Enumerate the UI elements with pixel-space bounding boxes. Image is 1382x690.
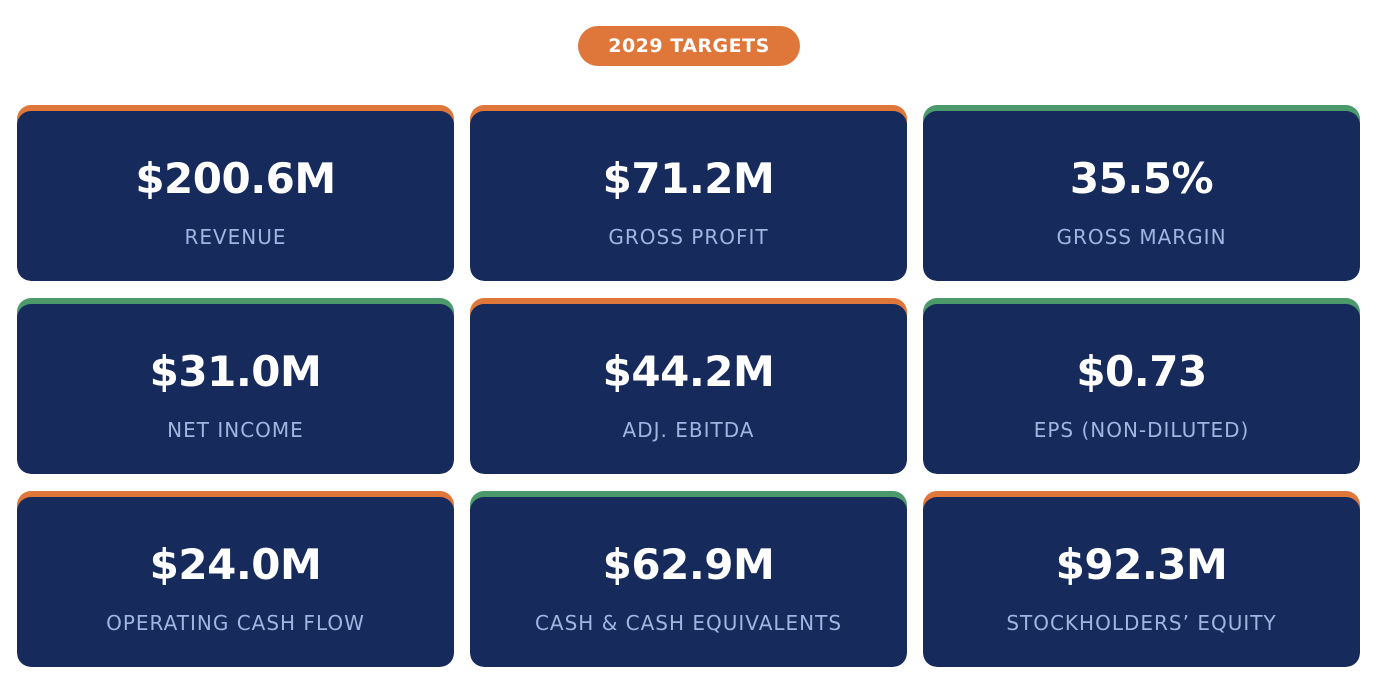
metric-label: NET INCOME xyxy=(167,418,304,442)
metric-value: $24.0M xyxy=(149,540,322,589)
metric-card-operating-cash-flow: $24.0M OPERATING CASH FLOW xyxy=(17,491,454,667)
metric-label: REVENUE xyxy=(184,225,287,249)
metric-card-eps: $0.73 EPS (NON-DILUTED) xyxy=(923,298,1360,474)
metric-label: CASH & CASH EQUIVALENTS xyxy=(534,611,843,635)
metric-value: $71.2M xyxy=(602,154,775,203)
metric-value: $200.6M xyxy=(135,154,336,203)
metric-value: $0.73 xyxy=(1076,347,1207,396)
metric-label: GROSS MARGIN xyxy=(1056,225,1227,249)
metric-card-gross-margin: 35.5% GROSS MARGIN xyxy=(923,105,1360,281)
metric-card-adj-ebitda: $44.2M ADJ. EBITDA xyxy=(470,298,907,474)
card-body: $200.6M REVENUE xyxy=(17,111,454,281)
metric-card-cash-equivalents: $62.9M CASH & CASH EQUIVALENTS xyxy=(470,491,907,667)
card-body: $71.2M GROSS PROFIT xyxy=(470,111,907,281)
metric-label: EPS (NON-DILUTED) xyxy=(1033,418,1250,442)
metrics-grid: $200.6M REVENUE $71.2M GROSS PROFIT 35.5… xyxy=(17,105,1361,667)
metric-value: $92.3M xyxy=(1055,540,1228,589)
metric-value: $31.0M xyxy=(149,347,322,396)
card-body: 35.5% GROSS MARGIN xyxy=(923,111,1360,281)
metric-label: ADJ. EBITDA xyxy=(622,418,755,442)
card-body: $62.9M CASH & CASH EQUIVALENTS xyxy=(470,497,907,667)
card-body: $44.2M ADJ. EBITDA xyxy=(470,304,907,474)
metric-card-gross-profit: $71.2M GROSS PROFIT xyxy=(470,105,907,281)
metric-card-net-income: $31.0M NET INCOME xyxy=(17,298,454,474)
card-body: $0.73 EPS (NON-DILUTED) xyxy=(923,304,1360,474)
card-body: $24.0M OPERATING CASH FLOW xyxy=(17,497,454,667)
metric-card-stockholders-equity: $92.3M STOCKHOLDERS’ EQUITY xyxy=(923,491,1360,667)
card-body: $31.0M NET INCOME xyxy=(17,304,454,474)
metric-card-revenue: $200.6M REVENUE xyxy=(17,105,454,281)
targets-badge: 2029 TARGETS xyxy=(578,26,800,66)
card-body: $92.3M STOCKHOLDERS’ EQUITY xyxy=(923,497,1360,667)
metric-value: $44.2M xyxy=(602,347,775,396)
metric-label: GROSS PROFIT xyxy=(608,225,769,249)
metric-label: STOCKHOLDERS’ EQUITY xyxy=(1006,611,1277,635)
metric-value: $62.9M xyxy=(602,540,775,589)
metric-label: OPERATING CASH FLOW xyxy=(106,611,365,635)
metric-value: 35.5% xyxy=(1069,154,1214,203)
